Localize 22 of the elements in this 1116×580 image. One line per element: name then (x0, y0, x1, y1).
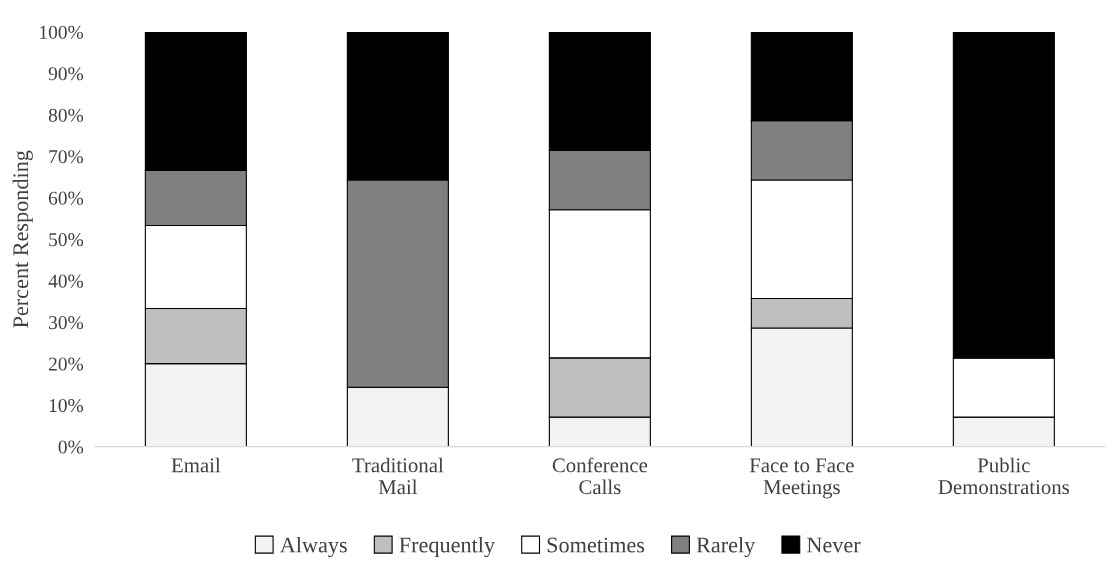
x-tick-label: Face to Face Meetings (749, 458, 854, 499)
y-tick-label: 90% (48, 67, 84, 81)
y-tick-label: 40% (48, 274, 84, 288)
legend-label: Frequently (399, 536, 495, 558)
y-tick-label: 10% (49, 398, 84, 413)
legend-label: Sometimes (547, 537, 645, 553)
y-tick-label: 20% (48, 357, 84, 371)
y-tick-label: 50% (49, 233, 84, 247)
legend-label: Rarely (696, 536, 756, 558)
y-tick-label: 60% (48, 191, 84, 205)
y-tick-label: 70% (49, 150, 84, 164)
y-axis-title: Percent Responding (12, 150, 33, 328)
y-tick-label: 0% (58, 440, 84, 454)
legend-label: Never (807, 537, 861, 553)
x-tick-label: Traditional Mail (352, 457, 444, 495)
legend-label: Always (279, 536, 347, 558)
x-tick-label: Conference Calls (552, 457, 648, 495)
x-tick-label: Public Demonstrations (938, 457, 1070, 495)
y-tick-label: 80% (48, 108, 84, 122)
y-tick-label: 100% (40, 25, 84, 39)
x-tick-label: Email (171, 457, 221, 473)
y-tick-label: 30% (49, 316, 84, 330)
